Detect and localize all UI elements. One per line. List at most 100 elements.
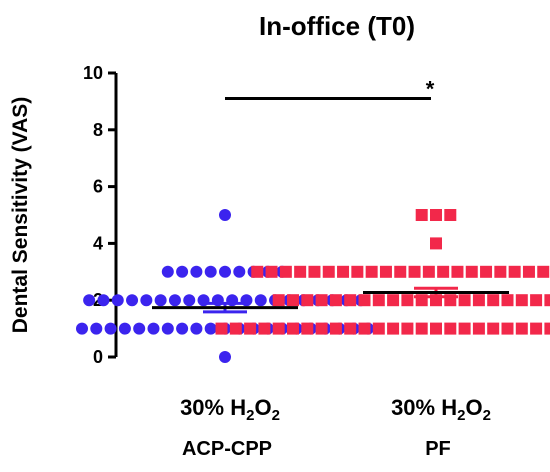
data-point — [329, 294, 342, 307]
y-tick-label: 4 — [93, 233, 103, 253]
data-point — [258, 322, 271, 335]
data-point — [83, 294, 96, 307]
data-point — [190, 322, 203, 335]
data-point — [272, 322, 285, 335]
data-point — [183, 294, 196, 307]
chart-title: In-office (T0) — [259, 11, 415, 41]
data-point — [322, 265, 335, 278]
data-point — [147, 322, 160, 335]
data-point — [515, 294, 528, 307]
data-point — [501, 322, 514, 335]
data-point — [430, 237, 442, 250]
data-point — [358, 294, 371, 307]
data-point — [140, 294, 153, 307]
data-point — [530, 322, 543, 335]
data-point — [301, 294, 314, 307]
data-point — [279, 265, 292, 278]
data-point — [204, 322, 217, 335]
label-text: O — [254, 395, 271, 420]
data-point — [308, 265, 321, 278]
data-point — [472, 294, 485, 307]
data-point — [494, 265, 507, 278]
label-text: 30% H — [391, 395, 457, 420]
data-point — [294, 265, 307, 278]
data-point — [480, 265, 493, 278]
data-point — [501, 294, 514, 307]
data-point — [111, 294, 124, 307]
data-point — [444, 322, 457, 335]
data-point — [272, 294, 285, 307]
data-point — [430, 209, 442, 221]
data-point — [265, 265, 278, 278]
category-label-line2: PF — [425, 438, 451, 460]
data-point — [408, 265, 421, 278]
subscript-text: 2 — [457, 407, 465, 424]
data-point — [401, 322, 414, 335]
data-point — [161, 265, 174, 278]
data-point — [204, 265, 217, 278]
subscript-text: 2 — [246, 407, 254, 424]
data-point — [176, 265, 189, 278]
data-point — [233, 265, 246, 278]
data-point — [451, 265, 464, 278]
data-point — [365, 265, 378, 278]
data-point — [387, 294, 400, 307]
data-point — [329, 322, 342, 335]
data-point — [161, 322, 174, 335]
y-tick-label: 10 — [83, 63, 103, 83]
y-tick-label: 6 — [93, 177, 103, 197]
data-point — [372, 322, 385, 335]
data-point — [472, 322, 485, 335]
y-tick-label: 8 — [93, 120, 103, 140]
data-point — [508, 265, 521, 278]
data-point — [219, 265, 231, 278]
data-point — [133, 322, 146, 335]
data-point — [372, 294, 385, 307]
data-point — [254, 294, 267, 307]
data-point — [215, 322, 228, 335]
data-point — [219, 351, 231, 363]
data-point — [76, 322, 88, 335]
category-label-line1: 30% H2O2 — [391, 395, 491, 424]
data-point — [190, 265, 203, 278]
data-point — [176, 322, 189, 335]
significance-label: * — [426, 77, 435, 102]
data-point — [97, 294, 110, 307]
subscript-text: 2 — [483, 407, 491, 424]
category-label-line1: 30% H2O2 — [180, 395, 280, 424]
data-point — [458, 322, 471, 335]
data-point — [104, 322, 117, 335]
data-point — [358, 322, 371, 335]
data-point — [444, 209, 457, 221]
data-point — [544, 322, 550, 335]
data-point — [344, 322, 357, 335]
data-point — [154, 294, 167, 307]
data-point — [522, 265, 535, 278]
data-point — [287, 322, 299, 335]
data-point — [337, 265, 350, 278]
data-point — [401, 294, 414, 307]
data-point — [351, 265, 364, 278]
label-text: O — [465, 395, 482, 420]
data-point — [379, 265, 392, 278]
data-point — [437, 265, 450, 278]
data-point — [487, 322, 500, 335]
data-point — [118, 322, 131, 335]
y-tick-label: 0 — [93, 347, 103, 367]
data-point — [126, 294, 139, 307]
data-point — [315, 294, 328, 307]
data-point — [287, 294, 299, 307]
data-point — [458, 294, 471, 307]
subscript-text: 2 — [272, 407, 280, 424]
data-point — [537, 265, 550, 278]
data-point — [251, 265, 264, 278]
data-point — [515, 322, 528, 335]
data-point — [415, 322, 428, 335]
data-point — [394, 265, 407, 278]
data-point — [244, 322, 257, 335]
y-axis-label: Dental Sensitivity (VAS) — [9, 97, 32, 334]
data-point — [487, 294, 500, 307]
data-point — [530, 294, 543, 307]
data-point — [229, 322, 242, 335]
